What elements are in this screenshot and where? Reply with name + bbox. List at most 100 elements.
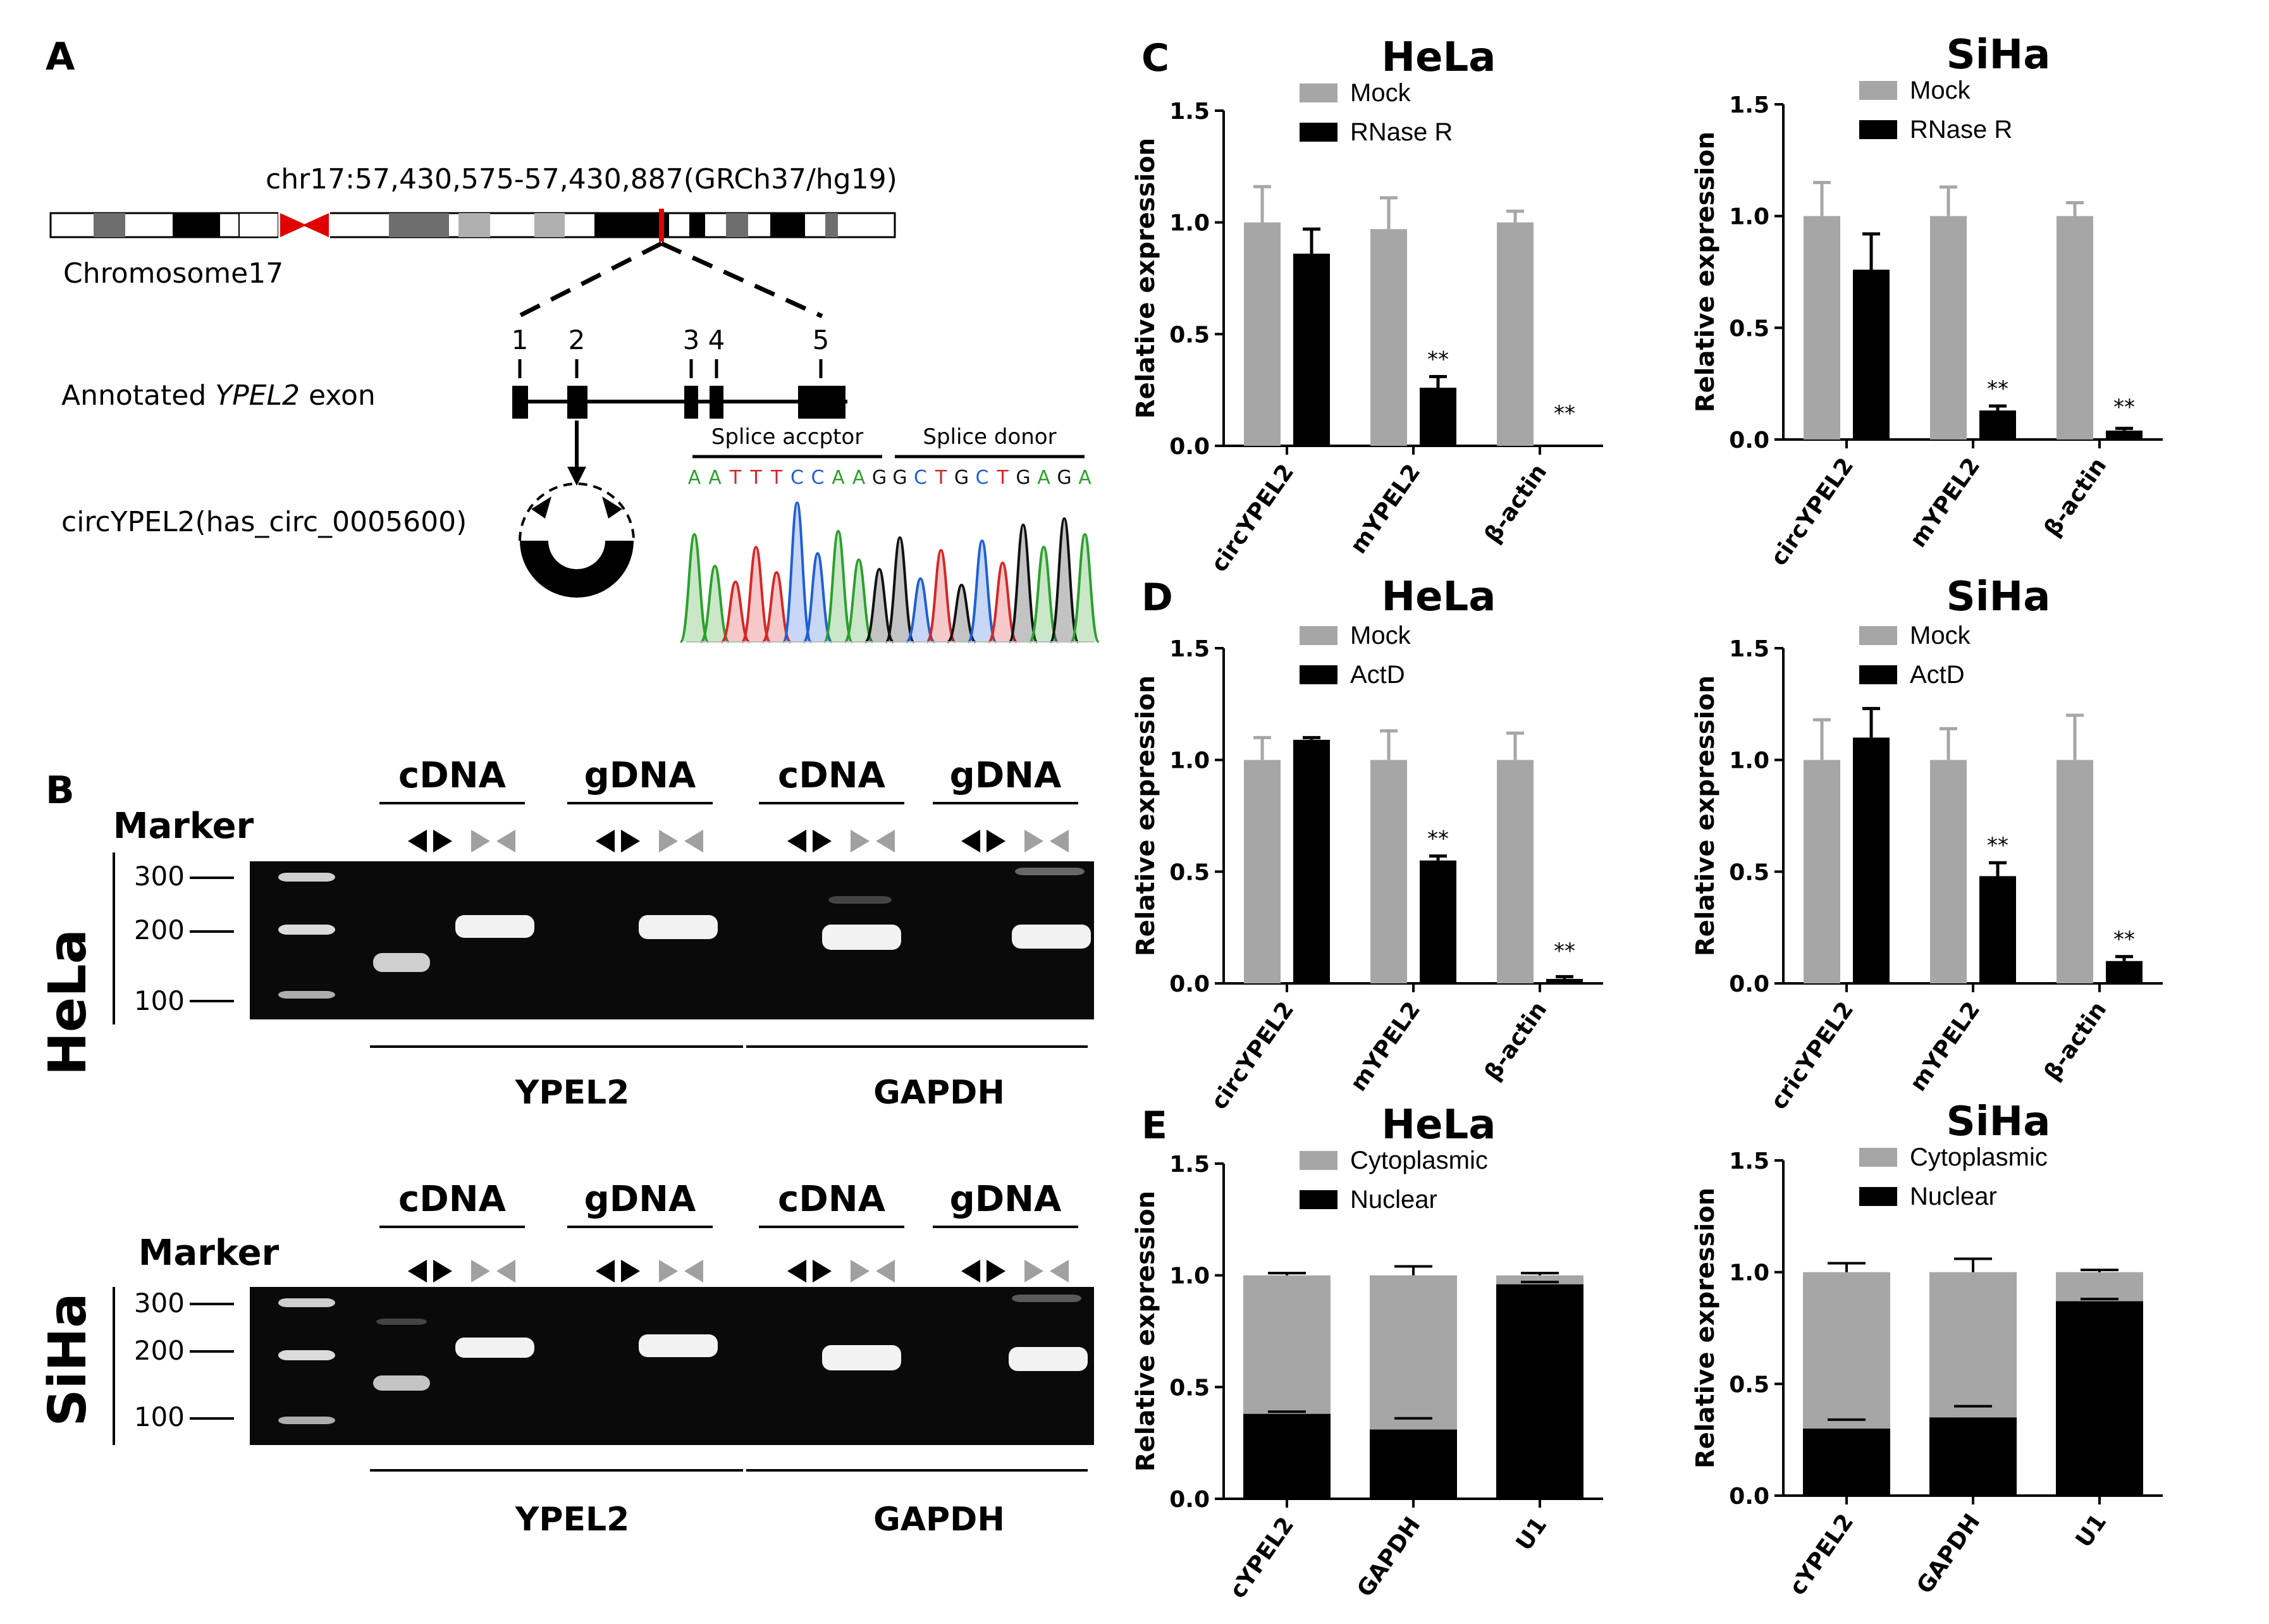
- chart-d-siha: SiHa Relative expression 0.0 0.5 1.0 1.5 Mock A…: [1691, 574, 2163, 1114]
- trace-peak: [1069, 532, 1100, 643]
- bar-mock: [1497, 760, 1534, 983]
- bar-nuclear: [1496, 1284, 1583, 1499]
- chromosome-label: Chromosome17: [63, 257, 283, 290]
- x-tick-label: mYPEL2: [1346, 460, 1426, 559]
- gel-band: [828, 896, 892, 904]
- trace-peak: [947, 583, 976, 643]
- divergent-primer-left-icon: [961, 830, 980, 852]
- legend-label: Nuclear: [1350, 1186, 1437, 1214]
- divergent-primer-right-icon: [813, 1260, 832, 1283]
- legend-swatch: [1859, 665, 1897, 684]
- bar-charts: HeLa Relative expression 0.0 0.5 1.0 1.5 Mock R…: [1131, 32, 2163, 1603]
- sequence-base: G: [1016, 467, 1030, 489]
- convergent-primer-left-icon: [684, 1260, 703, 1283]
- convergent-primer-right-icon: [471, 830, 490, 852]
- divergent-primer-right-icon: [813, 830, 832, 852]
- exon-label: Annotated YPEL2 exon: [61, 379, 376, 412]
- convergent-primer-left-icon: [1050, 830, 1069, 852]
- splice-donor-label: Splice donor: [923, 424, 1056, 450]
- bar-mock: [1370, 760, 1407, 983]
- ladder-label: 300: [134, 861, 185, 892]
- bar-mock: [1244, 760, 1281, 983]
- ladder-label: 100: [134, 1401, 185, 1432]
- gel-group-label: gDNA: [950, 1179, 1062, 1220]
- bar-treatment: [1420, 388, 1456, 446]
- ladder-label: 300: [134, 1288, 185, 1319]
- legend-swatch: [1859, 626, 1897, 645]
- marker-label: Marker: [113, 806, 254, 847]
- x-tick-label: β-actin: [1480, 997, 1553, 1085]
- trace-peak: [864, 567, 895, 643]
- divergent-primer-left-icon: [408, 830, 427, 852]
- sequence-base: C: [976, 467, 989, 489]
- exon-number: 2: [569, 324, 586, 355]
- chart-d-hela: HeLa Relative expression 0.0 0.5 1.0 1.5 Mock A…: [1131, 574, 1603, 1114]
- convergent-primer-right-icon: [471, 1260, 490, 1283]
- sequence-base: G: [872, 467, 887, 489]
- gel-band: [639, 915, 718, 939]
- y-tick-label: 0.0: [1169, 434, 1210, 460]
- exon-number: 1: [512, 324, 529, 355]
- bar-treatment: [1293, 739, 1330, 983]
- legend-swatch: [1300, 83, 1337, 102]
- divergent-primer-left-icon: [961, 1260, 980, 1283]
- legend-label: Mock: [1350, 79, 1411, 107]
- x-tick-label: cricYPEL2: [1766, 997, 1859, 1115]
- bar-cytoplasmic: [1929, 1272, 2017, 1418]
- legend-label: Nuclear: [1910, 1183, 1997, 1210]
- gel-band: [1012, 925, 1091, 949]
- y-tick-label: 1.0: [1169, 748, 1210, 774]
- trace-peak: [679, 532, 710, 643]
- sequence-base: G: [1057, 467, 1071, 489]
- significance-label: **: [1427, 827, 1449, 852]
- x-tick-label: mYPEL2: [1905, 997, 1986, 1097]
- gene-label: YPEL2: [515, 1501, 630, 1539]
- ladder-band: [278, 1298, 335, 1307]
- gel-band: [1012, 1295, 1081, 1302]
- sequence-base: T: [749, 467, 762, 489]
- convergent-primer-left-icon: [876, 1260, 895, 1283]
- legend-swatch: [1859, 81, 1897, 100]
- chart-title: HeLa: [1382, 574, 1496, 620]
- divergent-primer-right-icon: [433, 1260, 452, 1283]
- gene-label: GAPDH: [873, 1501, 1005, 1539]
- bar-cytoplasmic: [2056, 1272, 2143, 1301]
- bar-nuclear: [1243, 1413, 1331, 1499]
- circ-label: circYPEL2(has_circ_0005600): [61, 506, 467, 538]
- convergent-primer-right-icon: [851, 1260, 870, 1283]
- gel-cell-label: SiHa: [38, 1293, 98, 1426]
- sequence-base: C: [914, 467, 927, 489]
- legend-swatch: [1300, 665, 1337, 684]
- y-tick-label: 0.0: [1169, 1487, 1210, 1513]
- sequence-base: C: [811, 467, 825, 489]
- gel-image: [250, 1287, 1094, 1445]
- y-tick-label: 1.0: [1729, 204, 1769, 230]
- divergent-primer-left-icon: [408, 1260, 427, 1283]
- legend-swatch: [1300, 1151, 1337, 1170]
- down-arrow-icon: [567, 467, 586, 486]
- gel-group-label: gDNA: [584, 1179, 696, 1220]
- trace-peak: [1008, 523, 1038, 643]
- trace-peak: [987, 561, 1018, 643]
- bar-treatment: [2106, 961, 2143, 983]
- chromosome-ideogram: [49, 209, 896, 242]
- bar-mock: [1244, 222, 1281, 446]
- gel-group-label: cDNA: [398, 755, 507, 796]
- sequence-base: A: [708, 467, 722, 489]
- panel-label-c: C: [1141, 36, 1169, 80]
- sequence-base: A: [832, 467, 845, 489]
- trace-peak: [802, 551, 833, 643]
- chart-title: HeLa: [1382, 34, 1496, 81]
- convergent-primer-right-icon: [1024, 1260, 1043, 1283]
- legend-label: Mock: [1910, 622, 1971, 649]
- gel-panel-hela: HeLa Marker 300 200 100 cDNA gDNA cDNA gDNA…: [38, 755, 1094, 1112]
- chart-title: SiHa: [1946, 574, 2051, 620]
- panel-a: chr17:57,430,575-57,430,887(GRCh37/hg19)…: [49, 163, 1100, 643]
- sequence-base: T: [996, 467, 1009, 489]
- gel-band: [455, 1338, 534, 1358]
- ladder-band: [278, 925, 335, 935]
- trace-peak: [905, 577, 936, 643]
- bar-mock: [1930, 760, 1967, 983]
- y-tick-label: 1.0: [1729, 1260, 1769, 1286]
- ladder-label: 200: [134, 914, 185, 945]
